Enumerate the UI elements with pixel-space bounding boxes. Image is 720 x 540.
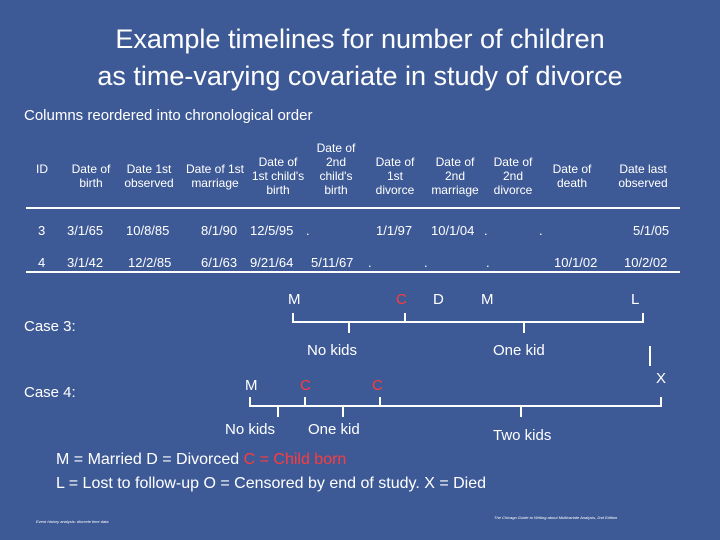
footer-right: The Chicago Guide to Writing about Multi… [494,515,618,520]
cell-first-divorce: . [368,255,372,270]
cell-second-divorce: . [484,223,488,238]
case4-two-kids-bracket [379,397,662,417]
case3-one-kid-label: One kid [493,342,545,359]
case3-one-kid-bracket [404,313,644,333]
header-second-divorce: Date of 2nd divorce [493,155,533,197]
case3-lost-marker [649,346,651,366]
header-first-observed: Date 1st observed [124,162,174,190]
case4-two-kids-label: Two kids [493,427,552,444]
case4-one-kid-label: One kid [308,421,360,438]
case4-one-kid-bracket [304,397,381,417]
cell-id: 4 [38,255,46,270]
cell-last-observed: 5/1/05 [633,223,670,238]
header-second-child: Date of 2nd child's birth [316,141,356,197]
cell-first-child: 12/5/95 [250,223,294,238]
table-rule-bottom [26,271,680,273]
cell-death: . [539,223,543,238]
cell-second-child: 5/11/67 [311,255,354,270]
legend-line-2: L = Lost to follow-up O = Censored by en… [56,475,487,492]
cell-second-child: . [306,223,310,238]
header-last-observed: Date last observed [618,162,668,190]
cell-first-observed: 12/2/85 [128,255,172,270]
case4-event-died: X [656,370,667,387]
case4-event-child-1: C [300,377,311,394]
case4-label: Case 4: [24,384,76,401]
case3-event-divorced: D [433,291,444,308]
table-rule-top [26,207,680,209]
case3-label: Case 3: [24,318,76,335]
cell-second-divorce: . [486,255,490,270]
cell-first-marriage: 6/1/63 [201,255,238,270]
cell-second-marriage: . [424,255,428,270]
header-death: Date of death [552,162,592,190]
cell-second-marriage: 10/1/04 [431,223,475,238]
case4-no-kids-bracket [249,397,306,417]
case3-no-kids-bracket [292,313,406,333]
cell-id: 3 [38,223,46,238]
case4-no-kids-label: No kids [225,421,276,438]
header-first-marriage: Date of 1st marriage [185,162,245,190]
case3-event-lost: L [631,291,640,308]
cell-first-observed: 10/8/85 [126,223,170,238]
subtitle: Columns reordered into chronological ord… [24,107,313,124]
header-first-divorce: Date of 1st divorce [375,155,415,197]
slide-title-line2: as time-varying covariate in study of di… [97,61,623,91]
slide-title-line1: Example timelines for number of children [115,24,605,54]
case4-event-married: M [245,377,258,394]
cell-death: 10/1/02 [554,255,598,270]
cell-birth: 3/1/65 [67,223,104,238]
case4-event-child-2: C [372,377,383,394]
header-first-child: Date of 1st child's birth [251,155,305,197]
case3-no-kids-label: No kids [307,342,358,359]
cell-birth: 3/1/42 [67,255,104,270]
cell-last-observed: 10/2/02 [624,255,668,270]
case3-event-child: C [396,291,407,308]
header-birth: Date of birth [71,162,111,190]
case3-event-married: M [288,291,301,308]
cell-first-marriage: 8/1/90 [201,223,238,238]
legend-child-born: C = Child born [243,451,347,468]
legend-marital-events: M = Married D = Divorced [56,451,244,468]
legend-line-1: M = Married D = Divorced C = Child born [56,451,346,469]
header-second-marriage: Date of 2nd marriage [431,155,479,197]
cell-first-divorce: 1/1/97 [376,223,413,238]
footer-left: Event history analysis: discrete time da… [36,519,109,524]
cell-first-child: 9/21/64 [250,255,294,270]
header-id: ID [36,162,48,176]
case3-event-married-2: M [481,291,494,308]
